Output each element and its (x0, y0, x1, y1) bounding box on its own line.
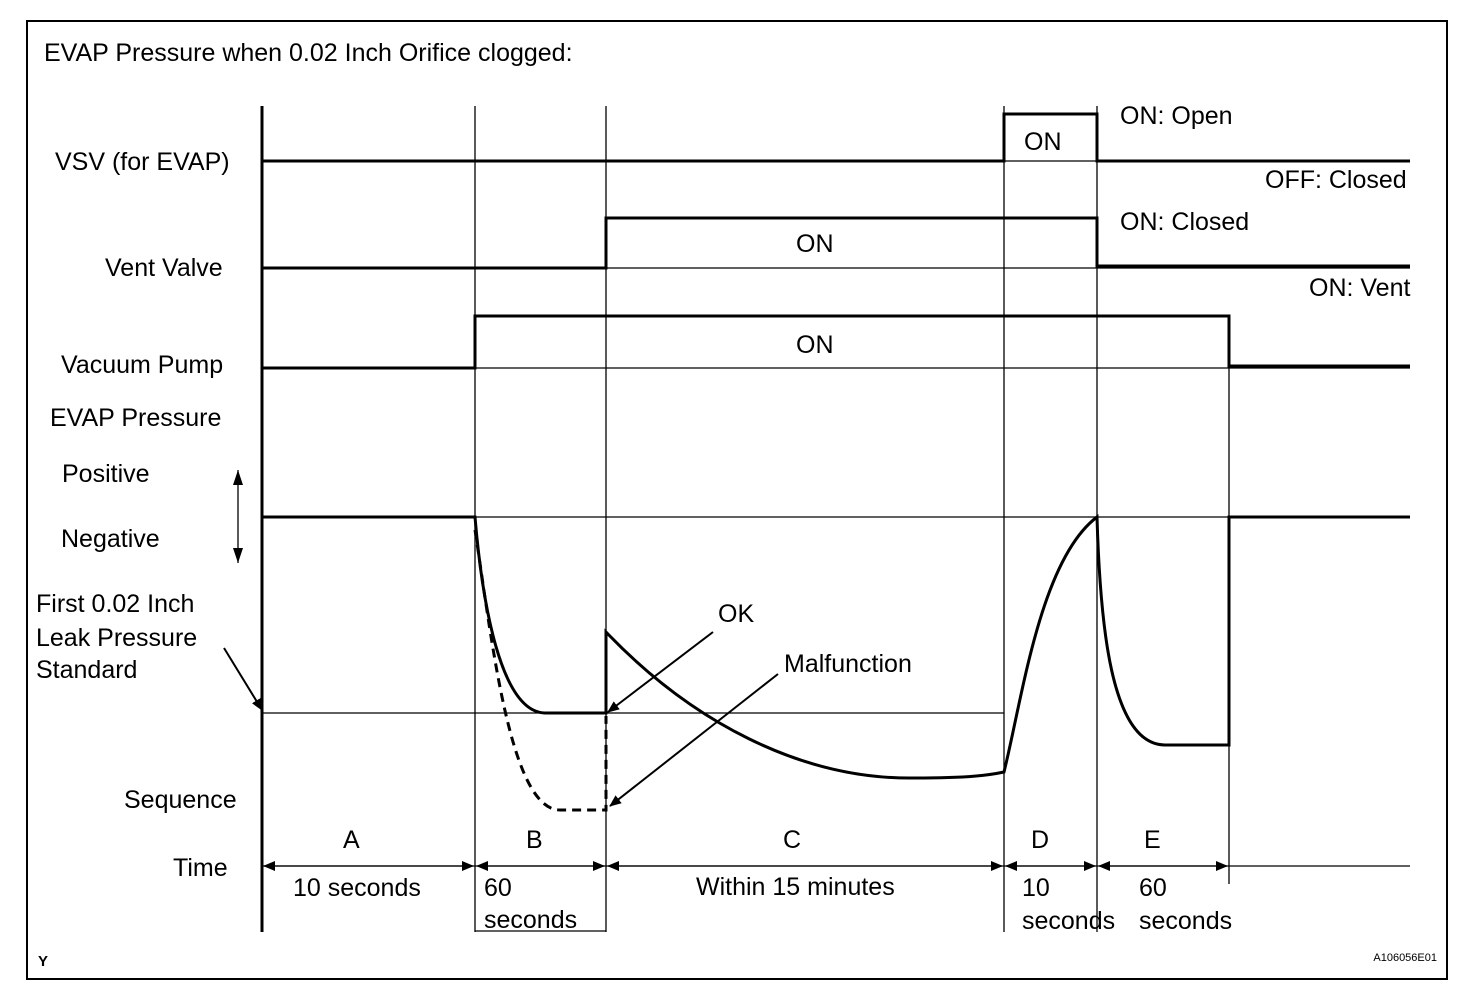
pressure-up-arrowhead (233, 470, 243, 485)
sequence-label: Sequence (124, 786, 237, 814)
vsv-closed-desc: OFF: Closed (1265, 166, 1407, 194)
pump-on-label: ON (796, 331, 834, 359)
time-label: Time (173, 854, 228, 882)
duration-c: Within 15 minutes (696, 873, 895, 901)
vent-closed-desc: ON: Closed (1120, 208, 1249, 236)
standard-pointer-arrow (223, 647, 263, 711)
corner-mark-left: Y (38, 953, 48, 970)
sequence-b: B (526, 826, 543, 854)
sequence-a: A (343, 826, 360, 854)
positive-label: Positive (62, 460, 150, 488)
duration-a: 10 seconds (293, 874, 421, 902)
vsv-open-desc: ON: Open (1120, 102, 1233, 130)
vent-valve-signal (262, 216, 1410, 270)
standard-label-line2: Leak Pressure (36, 624, 197, 652)
duration-d-line1: 10 (1022, 874, 1050, 902)
figure-code: A106056E01 (1373, 952, 1437, 964)
ok-pointer-arrow (607, 631, 714, 713)
vacuum-pump-label: Vacuum Pump (61, 351, 223, 379)
vent-on-label: ON (796, 230, 834, 258)
evap-pressure-curve (262, 514, 1410, 780)
sequence-c: C (783, 826, 801, 854)
vent-valve-label: Vent Valve (105, 254, 223, 282)
vsv-on-label: ON (1024, 128, 1062, 156)
sequence-e: E (1144, 826, 1161, 854)
standard-label-line3: Standard (36, 656, 137, 684)
duration-b-line2: seconds (484, 906, 577, 934)
vacuum-pump-signal (262, 314, 1410, 370)
diagram-title: EVAP Pressure when 0.02 Inch Orifice clo… (44, 39, 573, 67)
negative-label: Negative (61, 525, 160, 553)
malfunction-curve (473, 529, 608, 812)
sequence-d: D (1031, 826, 1049, 854)
duration-e-line1: 60 (1139, 874, 1167, 902)
diagram-frame (26, 20, 1448, 980)
standard-label-line1: First 0.02 Inch (36, 590, 194, 618)
malfunction-label: Malfunction (784, 650, 912, 678)
evap-pressure-label: EVAP Pressure (50, 404, 221, 432)
duration-b-line1: 60 (484, 874, 512, 902)
ok-label: OK (718, 600, 754, 628)
duration-e-line2: seconds (1139, 907, 1232, 935)
vsv-signal (262, 112, 1410, 163)
vent-vent-desc: ON: Vent (1309, 274, 1410, 302)
malfunction-pointer-arrow (609, 673, 779, 807)
duration-d-line2: seconds (1022, 907, 1115, 935)
pressure-down-arrowhead (233, 548, 243, 563)
vsv-label: VSV (for EVAP) (55, 148, 230, 176)
